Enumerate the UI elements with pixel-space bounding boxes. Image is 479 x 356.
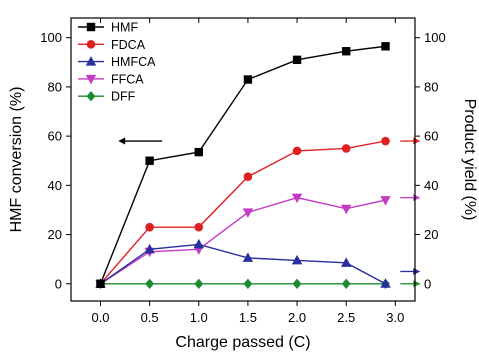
plot-frame (70, 17, 416, 302)
legend: HMF FDCA HMFCA FFCA DFF (78, 21, 156, 104)
point-hmf-5 (342, 47, 351, 56)
x-axis-label: Charge passed (C) (175, 334, 310, 351)
point-hmf-6 (381, 42, 390, 51)
legend-label-fdca: FDCA (111, 38, 146, 52)
point-hmf-3 (243, 75, 253, 84)
point-hmf-2 (194, 147, 203, 157)
point-dff-5 (341, 278, 351, 289)
x-tick-label-3: 1.5 (239, 310, 257, 325)
y-axis-label-left: HMF conversion (%) (8, 87, 25, 233)
point-hmf-4 (292, 55, 302, 65)
point-fdca-2 (194, 222, 204, 232)
point-fdca-5 (341, 144, 351, 153)
series-layer (95, 42, 391, 290)
point-dff-2 (194, 278, 204, 289)
y-axis-label-right: Product yield (%) (461, 99, 478, 221)
y-tick-label-right-1: 20 (424, 227, 438, 242)
point-dff-3 (243, 278, 253, 289)
point-hmf-1 (145, 156, 154, 165)
point-hmfca-5 (341, 257, 352, 267)
legend-marker-hmfca (85, 56, 97, 66)
x-tick-label-5: 2.5 (337, 310, 355, 325)
legend-marker-dff (86, 91, 96, 102)
point-dff-1 (145, 278, 155, 289)
y-tick-label-right-4: 80 (424, 79, 438, 94)
y-tick-label-left-0: 0 (55, 276, 62, 291)
arrow-head-0 (118, 137, 126, 145)
y-tick-label-right-2: 40 (424, 178, 438, 193)
x-tick-label-1: 0.5 (141, 310, 159, 325)
y-tick-label-right-3: 60 (424, 129, 438, 144)
point-fdca-4 (292, 146, 302, 156)
point-ffca-3 (242, 208, 254, 218)
point-hmf-0 (96, 279, 105, 288)
y-tick-label-right-5: 100 (424, 30, 446, 45)
y-tick-label-left-4: 80 (48, 79, 62, 94)
point-ffca-6 (380, 196, 391, 206)
legend-label-ffca: FFCA (111, 72, 144, 86)
x-tick-label-6: 3.0 (386, 310, 404, 325)
x-tick-label-0: 0.0 (91, 310, 109, 325)
y-tick-label-left-5: 100 (40, 30, 62, 45)
point-fdca-1 (145, 222, 154, 232)
point-hmfca-1 (144, 243, 155, 254)
legend-label-dff: DFF (111, 90, 136, 104)
x-tick-label-2: 1.0 (190, 310, 208, 325)
legend-label-hmf: HMF (111, 21, 138, 35)
y-tick-label-right-0: 0 (424, 276, 431, 291)
ticks-layer: 0.0 0.5 1.0 1.5 2.0 2.5 3.0 0 0 20 20 40 40 60 60 80 80 1… (40, 18, 446, 325)
legend-marker-fdca (86, 40, 96, 49)
y-tick-label-left-1: 20 (48, 227, 62, 242)
legend-marker-hmf (86, 22, 96, 32)
point-hmfca-4 (291, 254, 303, 265)
point-fdca-6 (381, 136, 390, 146)
point-ffca-4 (291, 193, 303, 204)
point-ffca-5 (341, 204, 352, 215)
legend-label-hmfca: HMFCA (111, 55, 156, 69)
y-tick-label-left-3: 60 (48, 129, 62, 144)
point-fdca-3 (243, 172, 253, 182)
x-tick-label-4: 2.0 (288, 310, 306, 325)
point-dff-4 (292, 278, 302, 289)
point-hmfca-2 (193, 238, 204, 249)
point-hmfca-6 (380, 278, 391, 288)
legend-marker-ffca (85, 74, 97, 85)
point-hmfca-3 (242, 252, 254, 262)
y-tick-label-left-2: 40 (48, 178, 62, 193)
